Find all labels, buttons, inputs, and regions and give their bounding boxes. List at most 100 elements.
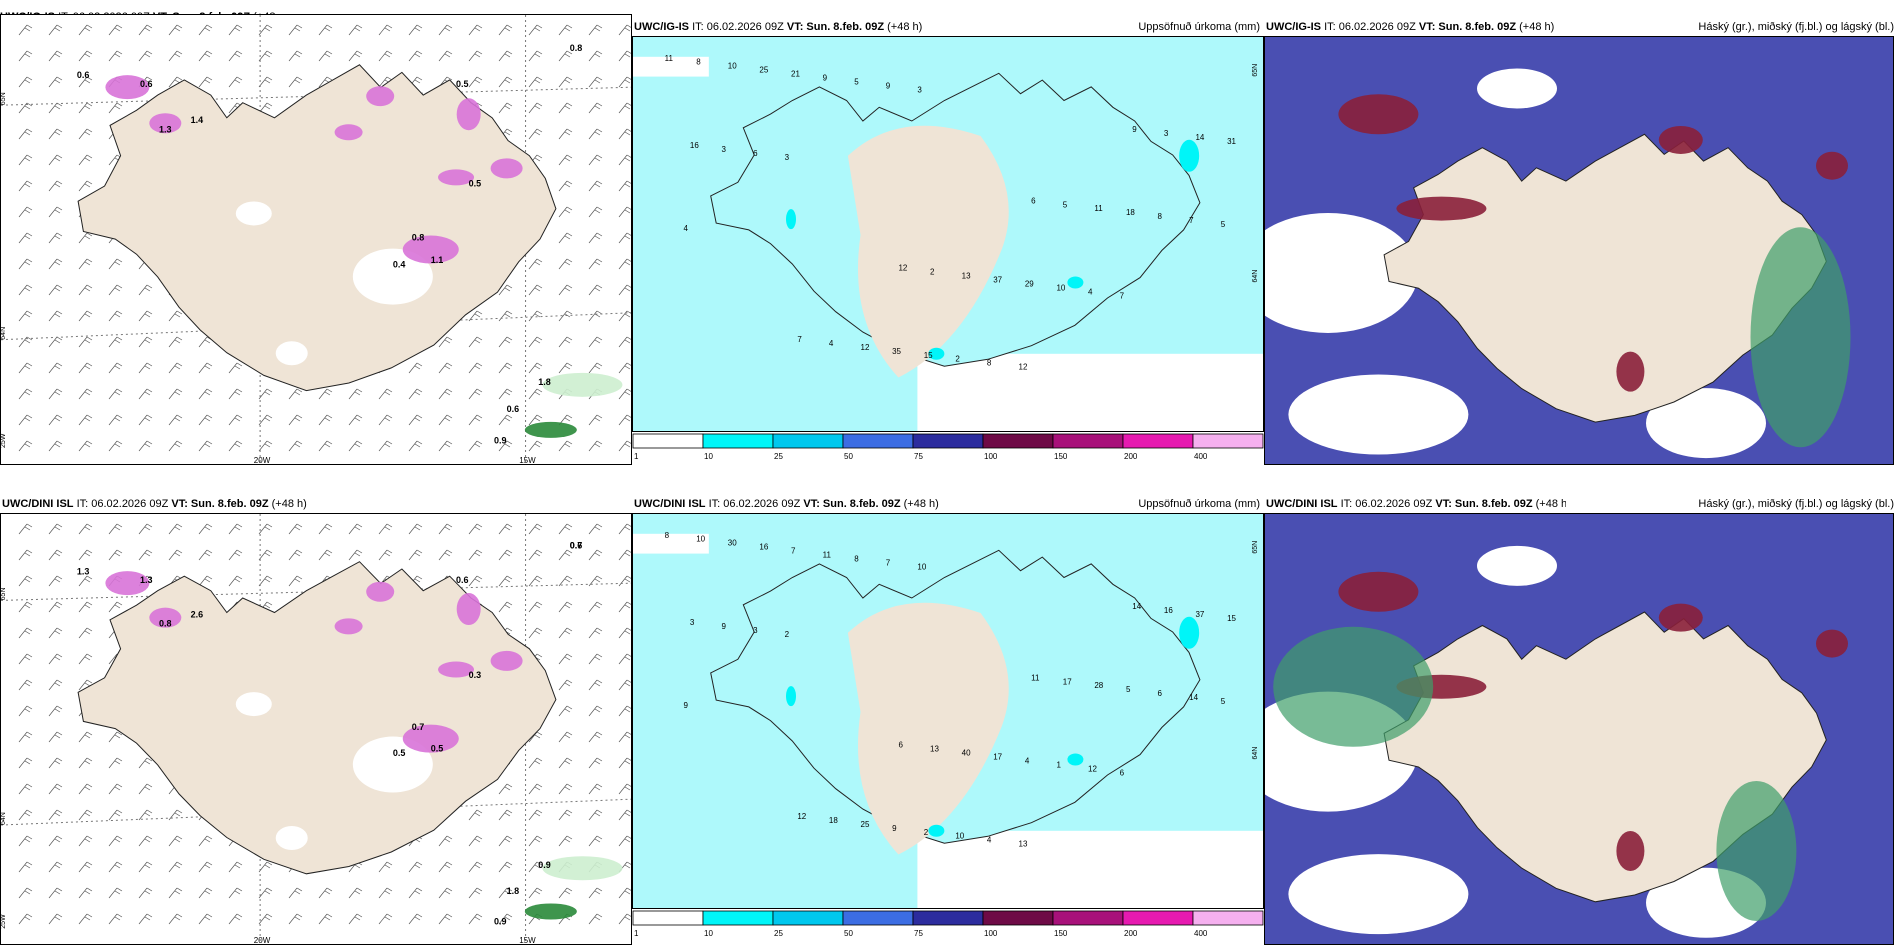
precip-amount-label: 4: [829, 339, 834, 348]
colorbar-segment: [982, 910, 1054, 926]
dry-area: [633, 56, 709, 77]
wind-barb: [138, 50, 153, 62]
precip-amount-label: 5: [1221, 220, 1226, 229]
snow-precip-area: [149, 607, 182, 628]
precip-value-label: 1.3: [159, 124, 172, 134]
wind-barb: [558, 549, 573, 561]
wind-barb: [498, 601, 513, 613]
wind-barb: [108, 414, 123, 426]
wind-barb: [168, 24, 183, 36]
wind-barb: [558, 128, 573, 140]
low-cloud-area: [1273, 626, 1434, 747]
precip-value-label: 0.8: [570, 43, 583, 53]
wind-barb: [258, 24, 273, 36]
wind-barb: [18, 653, 33, 665]
wind-barb: [18, 549, 33, 561]
precip-amount-label: 1: [1056, 760, 1061, 769]
wind-barb: [48, 705, 63, 717]
lead-time: (+48 h): [903, 498, 939, 510]
wind-barb: [318, 549, 333, 561]
wind-barb: [48, 440, 63, 452]
colorbar-tick-label: 200: [1124, 452, 1138, 461]
clear-sky-area: [1477, 68, 1557, 109]
colorbar-segment: [1122, 910, 1194, 926]
dry-area: [917, 830, 1263, 908]
wind-barb: [78, 362, 93, 374]
wind-barb: [78, 809, 93, 821]
wind-barb: [48, 913, 63, 925]
wind-barb: [288, 523, 303, 535]
precip-amount-label: 28: [1094, 681, 1103, 690]
wind-barb: [138, 24, 153, 36]
wind-barb: [558, 653, 573, 665]
high-cloud-area: [1396, 196, 1487, 221]
colorbar-segment: [772, 433, 844, 449]
wind-barb: [468, 523, 483, 535]
lat-label-64n: 64N: [1, 812, 7, 825]
wind-barb: [108, 887, 123, 899]
wind-barb: [558, 310, 573, 322]
wind-barb: [618, 601, 631, 613]
map-frame: 0.6 0.6 0.9 1.8 0.9 1.3 1.3 2.6 0.8 0.7 0.5 0.5 0.3 0…: [0, 513, 632, 945]
wind-barb: [18, 336, 33, 348]
wind-barb: [498, 362, 513, 374]
wind-barb: [18, 206, 33, 218]
wind-barb: [528, 440, 543, 452]
wind-barb: [48, 284, 63, 296]
precip-amount-label: 11: [1031, 673, 1040, 682]
wind-barb: [558, 284, 573, 296]
wind-barb: [618, 705, 631, 717]
precip-amount-label: 7: [1120, 291, 1125, 300]
wind-barb: [618, 284, 631, 296]
wind-barb: [408, 388, 423, 400]
wind-barb: [108, 783, 123, 795]
wind-barb: [108, 24, 123, 36]
wind-barb: [108, 861, 123, 873]
wind-barb: [408, 549, 423, 561]
wind-barb: [108, 50, 123, 62]
snow-precip-area: [105, 75, 150, 100]
wind-barb: [468, 50, 483, 62]
wind-barb: [228, 440, 243, 452]
wind-barb: [198, 388, 213, 400]
wind-barb: [108, 601, 123, 613]
wind-barb: [48, 76, 63, 88]
clear-sky-area: [1477, 545, 1557, 586]
wind-barb: [78, 523, 93, 535]
wind-barb: [618, 232, 631, 244]
wind-barb: [528, 258, 543, 270]
precip-value-label: 0.5: [469, 178, 482, 188]
wind-barb: [108, 835, 123, 847]
precip-amount-label: 6: [898, 741, 903, 750]
wind-barb: [48, 154, 63, 166]
wind-barb: [558, 154, 573, 166]
wind-barb: [258, 414, 273, 426]
colorbar-segment: [1192, 433, 1264, 449]
wind-barb: [48, 310, 63, 322]
wind-barb: [228, 523, 243, 535]
rain-precip-area: [542, 856, 623, 881]
panel-header: UWC/DINI ISL IT: 06.02.2026 09Z VT: Sun.…: [634, 495, 1094, 513]
map-frame: 11 12 9 7 6 8 2 3 4 5 10 13 14 12 11 25 37 31 35 18 21 29 16 15…: [632, 36, 1264, 432]
snow-precip-area: [149, 113, 182, 134]
iceland-landmass: [1383, 611, 1827, 903]
wind-barb: [558, 575, 573, 587]
wind-barb: [318, 523, 333, 535]
wind-barb: [408, 913, 423, 925]
lon-label-15w: 15W: [519, 456, 536, 465]
wind-barb: [18, 913, 33, 925]
wind-barb: [18, 284, 33, 296]
wind-barb: [588, 232, 603, 244]
wind-barb: [588, 128, 603, 140]
wind-barb: [258, 861, 273, 873]
wind-barb: [48, 180, 63, 192]
model-name: UWC/IG-IS: [634, 21, 689, 33]
wind-barb: [588, 809, 603, 821]
wind-barb: [48, 835, 63, 847]
wind-barb: [108, 913, 123, 925]
wind-barb: [498, 284, 513, 296]
colorbar-tick-label: 50: [844, 929, 853, 938]
wind-barb: [18, 809, 33, 821]
precip-amount-label: 13: [962, 272, 971, 281]
valid-time: Sun. 8.feb. 09Z: [1438, 21, 1517, 33]
